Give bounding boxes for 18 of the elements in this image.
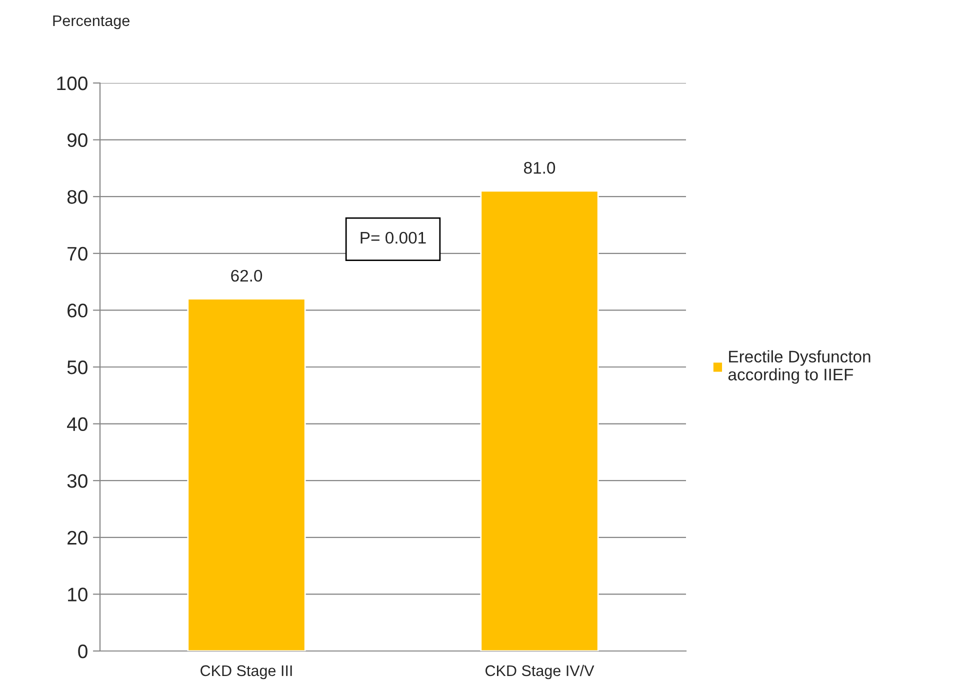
y-tick-label: 30 bbox=[67, 474, 88, 488]
y-tick-label: 50 bbox=[67, 360, 88, 374]
y-tick-label: 70 bbox=[68, 246, 88, 261]
y-tick-label: 10 bbox=[68, 588, 88, 602]
data-label: 81.0 bbox=[524, 162, 556, 174]
y-tick-label: 60 bbox=[68, 304, 88, 318]
y-tick-label: 90 bbox=[67, 133, 88, 148]
x-tick-label: CKD Stage IV/V bbox=[486, 664, 594, 680]
legend-label: Erectile Dysfuncton according to IIEF bbox=[728, 350, 870, 384]
y-tick-label: 80 bbox=[67, 190, 88, 204]
y-tick-label: 0 bbox=[78, 644, 88, 658]
y-axis-title: Percentage bbox=[53, 15, 130, 30]
annotation: P= 0.001 bbox=[360, 232, 426, 244]
y-tick-label: 40 bbox=[67, 417, 88, 432]
data-label: 62.0 bbox=[231, 270, 262, 282]
y-tick-label: 100 bbox=[57, 76, 88, 90]
x-tick-label: CKD Stage III bbox=[200, 665, 292, 680]
y-tick-label: 20 bbox=[68, 530, 88, 545]
